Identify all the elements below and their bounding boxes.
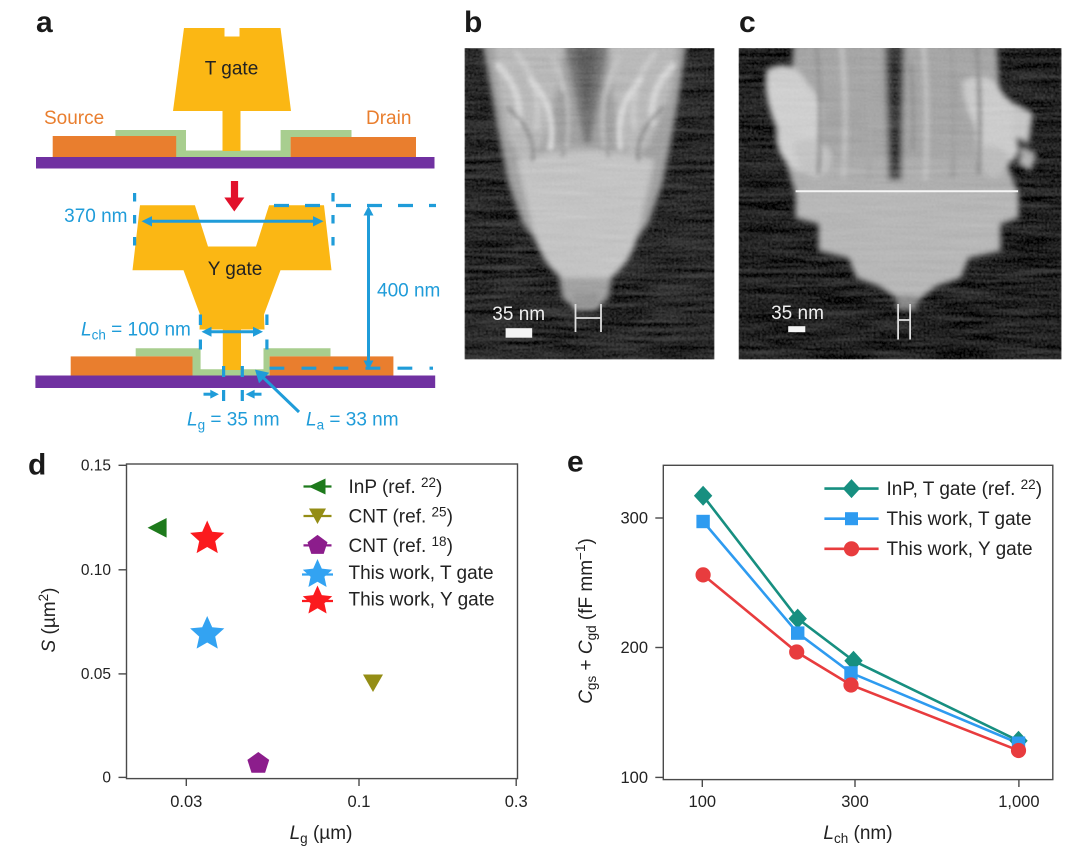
- svg-text:0.15: 0.15: [81, 458, 111, 475]
- svg-text:La = 33 nm: La = 33 nm: [306, 410, 399, 433]
- svg-text:200: 200: [620, 639, 648, 657]
- svg-text:InP (ref. 22): InP (ref. 22): [349, 475, 443, 498]
- svg-text:b: b: [464, 6, 482, 39]
- svg-text:c: c: [739, 6, 756, 39]
- svg-text:InP, T gate (ref. 22): InP, T gate (ref. 22): [887, 477, 1043, 500]
- svg-text:e: e: [567, 446, 584, 479]
- svg-text:This work, Y gate: This work, Y gate: [349, 590, 495, 611]
- svg-text:S (µm2): S (µm2): [36, 588, 60, 653]
- svg-text:0.10: 0.10: [81, 562, 112, 579]
- svg-text:Source: Source: [44, 108, 104, 129]
- svg-text:300: 300: [841, 793, 869, 811]
- svg-text:370 nm: 370 nm: [64, 206, 127, 227]
- svg-text:100: 100: [620, 769, 648, 787]
- svg-text:Lg (µm): Lg (µm): [290, 823, 353, 846]
- svg-text:0.3: 0.3: [505, 793, 528, 811]
- svg-text:35 nm: 35 nm: [492, 304, 545, 325]
- svg-text:0.05: 0.05: [81, 666, 111, 683]
- svg-text:CNT (ref. 25): CNT (ref. 25): [349, 505, 453, 528]
- svg-text:1,000: 1,000: [998, 793, 1039, 811]
- svg-text:Drain: Drain: [366, 108, 411, 129]
- svg-text:This work, T gate: This work, T gate: [349, 563, 494, 584]
- svg-text:0.03: 0.03: [170, 793, 202, 811]
- svg-text:Lch (nm): Lch (nm): [823, 823, 892, 846]
- svg-text:0.1: 0.1: [348, 793, 371, 811]
- svg-text:Lch = 100 nm: Lch = 100 nm: [81, 320, 191, 343]
- svg-text:d: d: [28, 449, 46, 482]
- svg-text:CNT (ref. 18): CNT (ref. 18): [349, 534, 453, 557]
- svg-text:0: 0: [102, 770, 111, 787]
- svg-text:T gate: T gate: [205, 59, 259, 80]
- svg-text:This work, Y gate: This work, Y gate: [887, 539, 1033, 560]
- svg-text:This work, T gate: This work, T gate: [887, 509, 1032, 530]
- svg-text:Y gate: Y gate: [208, 259, 263, 280]
- svg-text:400 nm: 400 nm: [377, 281, 440, 302]
- svg-text:300: 300: [620, 510, 648, 528]
- svg-text:Lg = 35 nm: Lg = 35 nm: [187, 410, 280, 433]
- svg-text:Cgs + Cgd (fF mm−1): Cgs + Cgd (fF mm−1): [573, 538, 599, 704]
- svg-text:100: 100: [689, 793, 717, 811]
- svg-text:35 nm: 35 nm: [771, 303, 824, 324]
- svg-text:a: a: [36, 6, 53, 39]
